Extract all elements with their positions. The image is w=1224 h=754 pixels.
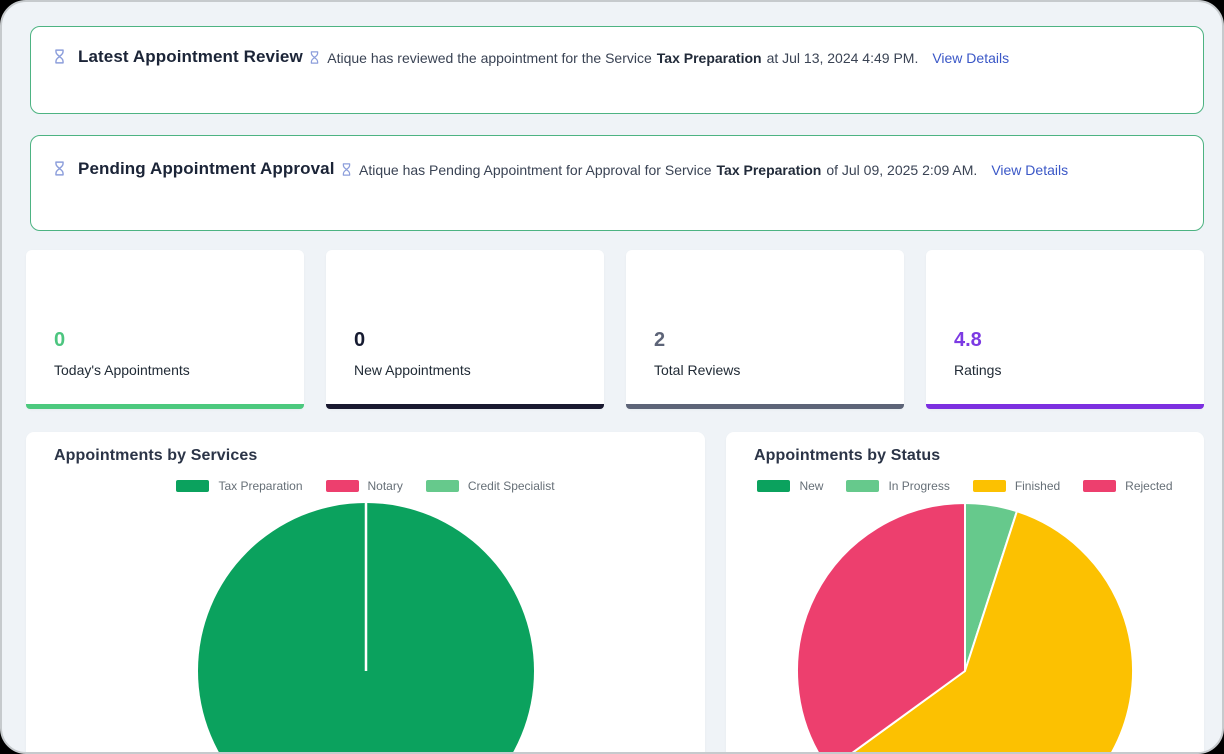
stat-label: Total Reviews [654, 362, 904, 378]
legend-label: Rejected [1125, 479, 1172, 493]
stat-label: Today's Appointments [54, 362, 304, 378]
stat-label: New Appointments [354, 362, 604, 378]
legend-swatch [326, 480, 359, 492]
card-title: Pending Appointment Approval [78, 159, 335, 179]
stat-card-todays-appointments: 0 Today's Appointments [26, 250, 304, 409]
stat-card-total-reviews: 2 Total Reviews [626, 250, 904, 409]
service-name: Tax Preparation [717, 162, 822, 178]
message-text: Atique has Pending Appointment for Appro… [359, 162, 712, 178]
legend-label: Credit Specialist [468, 479, 555, 493]
message-text: Atique has reviewed the appointment for … [327, 50, 652, 66]
legend-item-tax-preparation[interactable]: Tax Preparation [176, 479, 302, 493]
latest-review-card: Latest Appointment Review Atique has rev… [30, 26, 1204, 114]
legend-item-finished[interactable]: Finished [973, 479, 1060, 493]
legend-swatch [757, 480, 790, 492]
legend-item-credit-specialist[interactable]: Credit Specialist [426, 479, 555, 493]
stats-row: 0 Today's Appointments 0 New Appointment… [26, 250, 1204, 409]
stat-value: 0 [354, 329, 604, 352]
legend-swatch [1083, 480, 1116, 492]
appointments-by-status-card: Appointments by Status New In Progress F… [726, 432, 1204, 754]
stat-value: 0 [54, 329, 304, 352]
stat-value: 2 [654, 329, 904, 352]
legend-swatch [846, 480, 879, 492]
message-time: of Jul 09, 2025 2:09 AM. [826, 162, 977, 178]
legend-label: Tax Preparation [218, 479, 302, 493]
latest-review-header: Latest Appointment Review [51, 47, 303, 67]
chart-title: Appointments by Services [26, 447, 705, 465]
stat-card-ratings: 4.8 Ratings [926, 250, 1204, 409]
stat-accent-bar [626, 404, 904, 409]
legend-item-notary[interactable]: Notary [326, 479, 403, 493]
status-pie-chart[interactable] [795, 501, 1135, 754]
card-title: Latest Appointment Review [78, 47, 303, 67]
legend-label: New [799, 479, 823, 493]
dashboard-page: Latest Appointment Review Atique has rev… [0, 0, 1224, 754]
stat-accent-bar [326, 404, 604, 409]
hourglass-icon [51, 47, 68, 66]
charts-row: Appointments by Services Tax Preparation… [26, 432, 1204, 754]
hourglass-icon [307, 49, 322, 66]
legend-swatch [973, 480, 1006, 492]
pending-approval-header: Pending Appointment Approval [51, 159, 335, 179]
pending-approval-card: Pending Appointment Approval Atique has … [30, 135, 1204, 231]
pending-approval-message: Atique has Pending Appointment for Appro… [339, 161, 1068, 178]
services-pie-chart[interactable] [196, 501, 536, 754]
latest-review-message: Atique has reviewed the appointment for … [307, 49, 1009, 66]
stat-value: 4.8 [954, 329, 1204, 352]
hourglass-icon [51, 159, 68, 178]
chart-legend: Tax Preparation Notary Credit Specialist [26, 479, 705, 493]
stat-accent-bar [26, 404, 304, 409]
chart-title: Appointments by Status [726, 447, 1204, 465]
legend-label: Notary [368, 479, 403, 493]
legend-label: Finished [1015, 479, 1060, 493]
hourglass-icon [339, 161, 354, 178]
stat-accent-bar [926, 404, 1204, 409]
legend-label: In Progress [888, 479, 949, 493]
appointments-by-services-card: Appointments by Services Tax Preparation… [26, 432, 705, 754]
legend-item-rejected[interactable]: Rejected [1083, 479, 1172, 493]
message-time: at Jul 13, 2024 4:49 PM. [767, 50, 919, 66]
legend-swatch [426, 480, 459, 492]
stat-card-new-appointments: 0 New Appointments [326, 250, 604, 409]
legend-swatch [176, 480, 209, 492]
view-details-link[interactable]: View Details [991, 162, 1068, 178]
service-name: Tax Preparation [657, 50, 762, 66]
legend-item-new[interactable]: New [757, 479, 823, 493]
legend-item-in-progress[interactable]: In Progress [846, 479, 949, 493]
stat-label: Ratings [954, 362, 1204, 378]
chart-legend: New In Progress Finished Rejected [726, 479, 1204, 493]
view-details-link[interactable]: View Details [932, 50, 1009, 66]
